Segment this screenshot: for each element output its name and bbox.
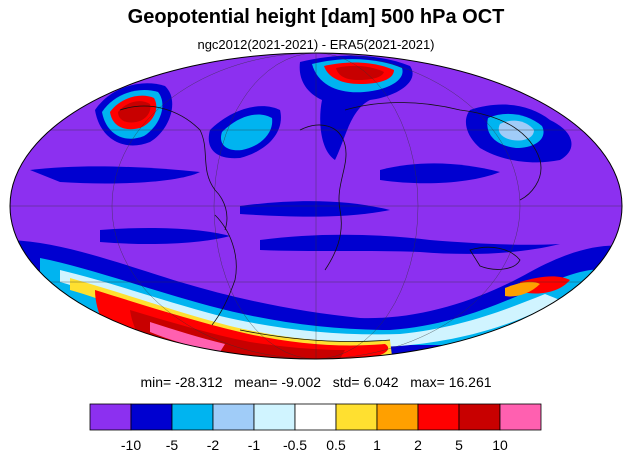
colorbar-tick-label: 10 [492,437,508,453]
anomaly-positive-southeast-yellow [505,281,540,297]
plot-subtitle: ngc2012(2021-2021) - ERA5(2021-2021) [197,37,435,52]
colorbar-tick-label: -0.5 [283,437,307,453]
map-border [9,52,623,360]
colorbar-tick-label: -5 [166,437,179,453]
colorbar-tick-label: 0.5 [326,437,346,453]
colorbar-swatch [171,403,214,431]
anomaly-streak-indian [260,234,560,254]
stat-mean-value: -9.002 [281,374,322,390]
colorbar-swatch [130,403,173,431]
stat-std-value: 6.042 [363,374,399,390]
anomaly-north-atlantic-light [220,114,273,151]
stat-min-label: min= [140,374,172,390]
colorbar-swatch [458,403,501,431]
statistics-line: min= -28.312 mean= -9.002 std= 6.042 max… [0,374,632,390]
stat-std-label: std= [332,374,360,390]
graticule [10,53,622,359]
anomaly-streak-atlantic [100,228,230,244]
colorbar-tick-label: 1 [373,437,381,453]
colorbar-swatch [294,403,337,431]
stat-min-value: -28.312 [175,374,223,390]
stat-mean-label: mean= [234,374,278,390]
colorbar-swatch [253,403,296,431]
stat-max-label: max= [410,374,445,390]
anomaly-north-pacific-darkred [118,101,151,123]
colorbar-swatch [417,403,460,431]
colorbar-swatch [499,403,542,431]
colorbar-tick-label: 2 [414,437,422,453]
mollweide-map [9,52,623,360]
anomaly-asia-pale [498,120,534,141]
colorbar-swatch [335,403,378,431]
colorbar-tick-label: 5 [455,437,463,453]
colorbar-swatch [376,403,419,431]
anomaly-streak-pacific [240,201,390,217]
anomaly-positive-south-pink [150,322,225,352]
anomaly-north-tropics-blue [30,166,200,184]
colorbar-swatch [212,403,255,431]
stat-max-value: 16.261 [448,374,492,390]
plot-title: Geopotential height [dam] 500 hPa OCT [127,6,505,28]
anomaly-europe-darkred [336,65,384,80]
anomaly-central-blue [380,163,500,184]
colorbar-tick-label: -2 [207,437,220,453]
colorbar-swatch [89,403,132,431]
colorbar-tick-label: -10 [121,437,141,453]
colorbar-tick-label: -1 [248,437,261,453]
coastlines [119,102,542,342]
